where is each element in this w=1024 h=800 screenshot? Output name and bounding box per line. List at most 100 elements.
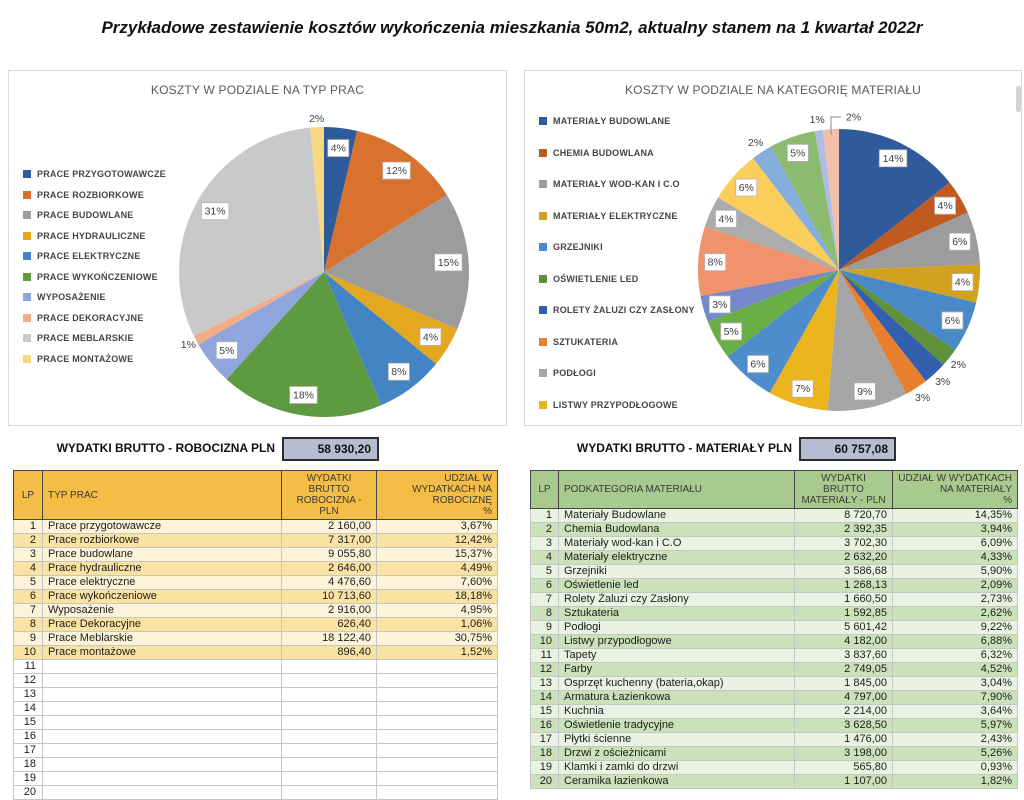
table-row: 4 Prace hydrauliczne 2 646,00 4,49% (13, 561, 498, 576)
legend-item: SZTUKATERIA (539, 337, 695, 347)
legend-label: MATERIAŁY BUDOWLANE (553, 116, 671, 126)
cell-lp: 20 (530, 774, 559, 789)
cell-value: 1 845,00 (794, 676, 893, 691)
pie-percent-label: 5% (790, 147, 805, 159)
cell-lp: 20 (13, 785, 43, 800)
cell-share: 15,37% (376, 547, 498, 562)
cell-lp: 18 (13, 757, 43, 772)
cell-value: 10 713,60 (281, 589, 377, 604)
cell-lp: 14 (13, 701, 43, 716)
legend-swatch-icon (539, 337, 547, 346)
pie-slice (324, 194, 470, 330)
cell-value: 2 916,00 (281, 603, 377, 618)
pie-label-box (747, 355, 769, 373)
cell-value: 2 749,05 (794, 662, 893, 677)
cell-share: 5,97% (892, 718, 1018, 733)
cell-lp: 9 (530, 620, 559, 635)
header-share-unit: % (483, 506, 492, 517)
cell-name: Grzejniki (558, 564, 795, 579)
cell-share: 30,75% (376, 631, 498, 646)
header-name: PODKATEGORIA MATERIAŁU (558, 470, 795, 509)
cell-share: 12,42% (376, 533, 498, 548)
pie-slice (839, 264, 980, 303)
legend-typ-prac: PRACE PRZYGOTOWAWCZE PRACE ROZBIORKOWE PRA… (23, 169, 166, 364)
table-row: 18 Drzwi z ościeżnicami 3 198,00 5,26% (530, 746, 1018, 761)
pie-label-box (200, 202, 230, 221)
cell-name: Podłogi (558, 620, 795, 635)
pie-slice (839, 270, 944, 382)
pie-percent-label: 5% (219, 345, 234, 357)
cell-value (281, 743, 377, 758)
pie-label-box (387, 362, 410, 381)
cell-share (376, 673, 498, 688)
header-name: TYP PRAC (42, 470, 282, 520)
table-podkategoria-materialu: LP PODKATEGORIA MATERIAŁU WYDATKI BRUTTO… (530, 470, 1018, 789)
cell-share: 3,67% (376, 519, 498, 534)
pie-percent-label: 14% (883, 153, 904, 165)
pie-slice (839, 270, 926, 394)
legend-item: LISTWY PRZYPODŁOGOWE (539, 400, 695, 410)
pie-percent-label: 31% (205, 206, 226, 218)
header-lp: LP (13, 470, 43, 520)
pie-slice (752, 146, 839, 270)
cell-value (281, 715, 377, 730)
cell-value: 7 317,00 (281, 533, 377, 548)
cell-share (376, 659, 498, 674)
cell-share: 3,64% (892, 704, 1018, 719)
pie-slice (700, 270, 839, 322)
legend-item: ROLETY ŻALUZI CZY ZASŁONY (539, 305, 695, 315)
pie-label-box (704, 253, 727, 272)
chart-title-kategoria-materialu: KOSZTY W PODZIALE NA KATEGORIĘ MATERIAŁU (624, 83, 922, 97)
cell-value (281, 659, 377, 674)
table-row: 6 Prace wykończeniowe 10 713,60 18,18% (13, 589, 498, 604)
table-header-row: LP TYP PRAC WYDATKI BRUTTO ROBOCIZNA - P… (13, 470, 498, 520)
pie-slice (704, 197, 839, 270)
pie-percent-label: 3% (915, 392, 930, 404)
cell-share (376, 757, 498, 772)
cell-value: 4 182,00 (794, 634, 893, 649)
scrollbar-thumb[interactable] (1016, 86, 1021, 112)
pie-percent-label: 6% (750, 359, 765, 371)
pie-label-box (327, 139, 350, 157)
cell-value (281, 687, 377, 702)
cell-value: 1 592,85 (794, 606, 893, 621)
legend-item: MATERIAŁY WOD-KAN I C.O (539, 179, 695, 189)
cell-lp: 16 (13, 729, 43, 744)
table-row: 16 (13, 729, 498, 744)
legend-label: MATERIAŁY ELEKTRYCZNE (553, 210, 678, 221)
legend-label: SZTUKATERIA (553, 336, 619, 347)
cell-share: 6,88% (892, 634, 1018, 649)
table-row: 15 Kuchnia 2 214,00 3,64% (530, 704, 1018, 719)
cell-name: Tapety (558, 648, 795, 663)
pie-label-box (382, 161, 411, 180)
cell-share (376, 687, 498, 702)
cell-value (281, 729, 377, 744)
header-share: UDZIAŁ W WYDATKACH NA MATERIAŁY % (892, 470, 1018, 509)
cell-name (42, 673, 282, 688)
cell-name (42, 701, 282, 716)
cell-name: Rolety Żaluzi czy Zasłony (558, 592, 795, 607)
cell-name (42, 757, 282, 772)
pie-label-box (735, 178, 758, 197)
table-row: 7 Rolety Żaluzi czy Zasłony 1 660,50 2,73% (530, 592, 1018, 607)
table-row: 12 Farby 2 749,05 4,52% (530, 662, 1018, 677)
cell-value: 4 797,00 (794, 690, 893, 705)
legend-item: CHEMIA BUDOWLANA (539, 148, 695, 158)
table-typ-prac: LP TYP PRAC WYDATKI BRUTTO ROBOCIZNA - P… (13, 470, 498, 800)
cell-share: 9,22% (892, 620, 1018, 635)
cell-share: 4,95% (376, 603, 498, 618)
cell-name: Armatura Łazienkowa (558, 690, 795, 705)
cell-value: 3 837,60 (794, 648, 893, 663)
legend-item: PRACE WYKOŃCZENIOWE (23, 272, 166, 282)
cell-name: Płytki ścienne (558, 732, 795, 747)
pie-percent-label: 4% (331, 143, 346, 155)
cell-name: Prace Meblarskie (42, 631, 282, 646)
table-row: 17 Płytki ścienne 1 476,00 2,43% (530, 732, 1018, 747)
legend-swatch-icon (23, 231, 31, 240)
cell-value: 3 586,68 (794, 564, 893, 579)
legend-label: PRACE BUDOWLANE (37, 210, 134, 220)
table-row: 10 Listwy przypodłogowe 4 182,00 6,88% (530, 634, 1018, 649)
pie-chart-typ-prac: 4% 12% 15% 4% 8% 18% 5% 1% 31% 2% (178, 113, 470, 418)
cell-value: 3 702,30 (794, 536, 893, 551)
cell-lp: 9 (13, 631, 43, 646)
